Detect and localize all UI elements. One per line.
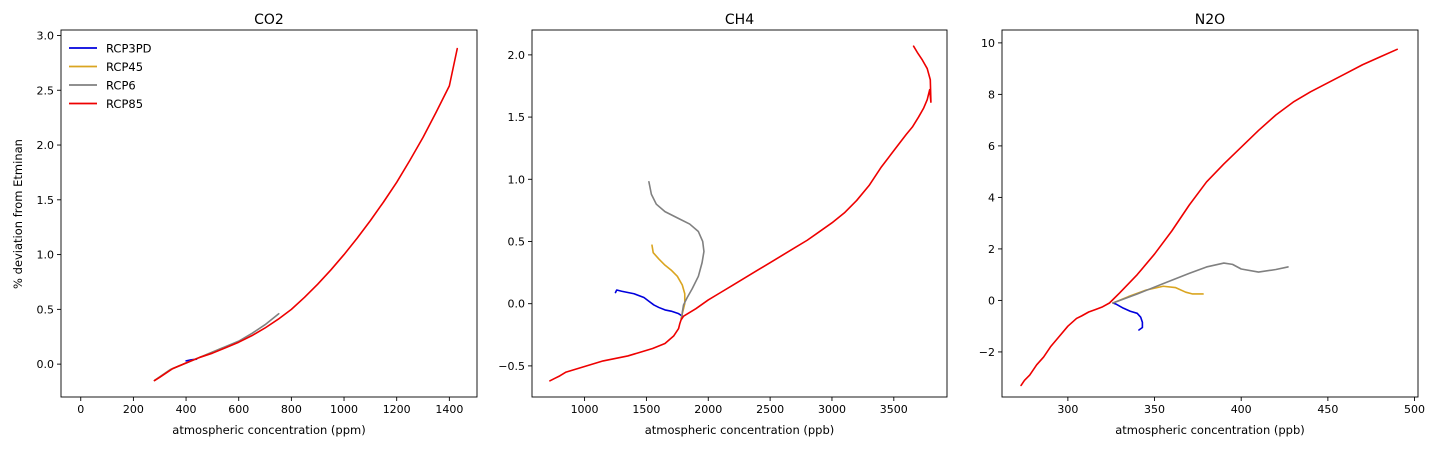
series-group: [1020, 48, 1398, 387]
legend-entry-rcp45: RCP45: [69, 60, 143, 74]
y-tick-label: 1.5: [37, 194, 55, 207]
series-line-rcp45: [1112, 285, 1204, 304]
x-tick-label: 200: [123, 403, 144, 416]
x-axis-label: atmospheric concentration (ppb): [645, 423, 835, 437]
x-tick-label: 350: [1144, 403, 1165, 416]
x-axis-label: atmospheric concentration (ppb): [1115, 423, 1305, 437]
series-line-rcp85: [549, 45, 932, 382]
legend-label: RCP45: [106, 60, 143, 74]
y-tick-label: 2.0: [37, 139, 55, 152]
chart-title: CO2: [254, 12, 284, 28]
x-tick-label: 1000: [571, 403, 599, 416]
y-tick-label: 2.5: [37, 84, 55, 97]
x-tick-label: 1000: [330, 403, 358, 416]
x-tick-label: 3500: [880, 403, 908, 416]
legend-entry-rcp3pd: RCP3PD: [69, 42, 152, 56]
legend: RCP3PD RCP45 RCP6 RCP85: [69, 42, 152, 111]
x-tick-label: 400: [176, 403, 197, 416]
y-tick-label: 6: [988, 140, 995, 153]
legend-entry-rcp6: RCP6: [69, 79, 136, 93]
y-tick-label: 2: [988, 243, 995, 256]
x-tick-label: 2000: [694, 403, 722, 416]
chart-title: N2O: [1195, 12, 1225, 28]
x-tick-label: 600: [228, 403, 249, 416]
legend-label: RCP85: [106, 97, 143, 111]
x-tick-label: 0: [77, 403, 84, 416]
x-tick-label: 1400: [435, 403, 463, 416]
series-group: [153, 47, 459, 382]
y-tick-label: 0.0: [37, 358, 55, 371]
y-tick-label: 1.0: [508, 173, 526, 186]
legend-label: RCP3PD: [106, 42, 152, 56]
y-tick-label: 1.0: [37, 249, 55, 262]
series-line-rcp3pd: [614, 289, 684, 317]
y-tick-label: 1.5: [508, 111, 526, 124]
y-tick-label: 0.5: [508, 235, 526, 248]
x-tick-label: 450: [1317, 403, 1338, 416]
x-tick-label: 500: [1404, 403, 1425, 416]
x-tick-label: 400: [1231, 403, 1252, 416]
chart-ch4: 1000 1500 2000 2500 3000 3500 −0.5 0.0 0.5 1.0 1.5…: [498, 12, 948, 437]
x-tick-label: 300: [1057, 403, 1078, 416]
series-line-rcp6: [153, 312, 280, 382]
y-tick-label: 8: [988, 88, 995, 101]
series-line-rcp6: [648, 180, 705, 320]
x-tick-label: 1200: [383, 403, 411, 416]
y-tick-label: 0.5: [37, 303, 55, 316]
plot-frame: [60, 29, 478, 398]
series-group: [549, 45, 932, 382]
series-line-rcp6: [1112, 262, 1289, 304]
chart-n2o: 300 350 400 450 500 −2 0 2 4 6 8 10 N2O atmospheric c…: [979, 12, 1425, 437]
y-tick-label: 0: [988, 294, 995, 307]
x-tick-label: 3000: [818, 403, 846, 416]
y-tick-label: 2.0: [508, 49, 526, 62]
x-tick-label: 1500: [632, 403, 660, 416]
y-tick-label: 4: [988, 191, 995, 204]
y-tick-label: −2: [979, 346, 995, 359]
y-tick-label: 3.0: [37, 29, 55, 42]
legend-entry-rcp85: RCP85: [69, 97, 143, 111]
chart-co2: 0 200 400 600 800 1000 1200 1400 0.0 0.5 1.0 1.5 2.0…: [37, 12, 478, 437]
y-tick-label: 10: [981, 37, 995, 50]
panels: 0 200 400 600 800 1000 1200 1400 0.0 0.5 1.0 1.5 2.0…: [37, 12, 1426, 437]
chart-title: CH4: [725, 12, 754, 28]
x-tick-label: 800: [281, 403, 302, 416]
series-line-rcp85: [1020, 48, 1398, 387]
y-tick-label: −0.5: [498, 360, 525, 373]
x-tick-label: 2500: [756, 403, 784, 416]
y-axis-label: % deviation from Etminan: [11, 139, 25, 289]
x-axis-label: atmospheric concentration (ppm): [172, 423, 365, 437]
plot-frame: [531, 29, 948, 398]
y-tick-label: 0.0: [508, 298, 526, 311]
legend-label: RCP6: [106, 79, 136, 93]
series-line-rcp45: [651, 244, 686, 320]
series-line-rcp85: [153, 47, 459, 382]
series-line-rcp3pd: [1112, 302, 1144, 331]
plot-frame: [1001, 29, 1419, 398]
